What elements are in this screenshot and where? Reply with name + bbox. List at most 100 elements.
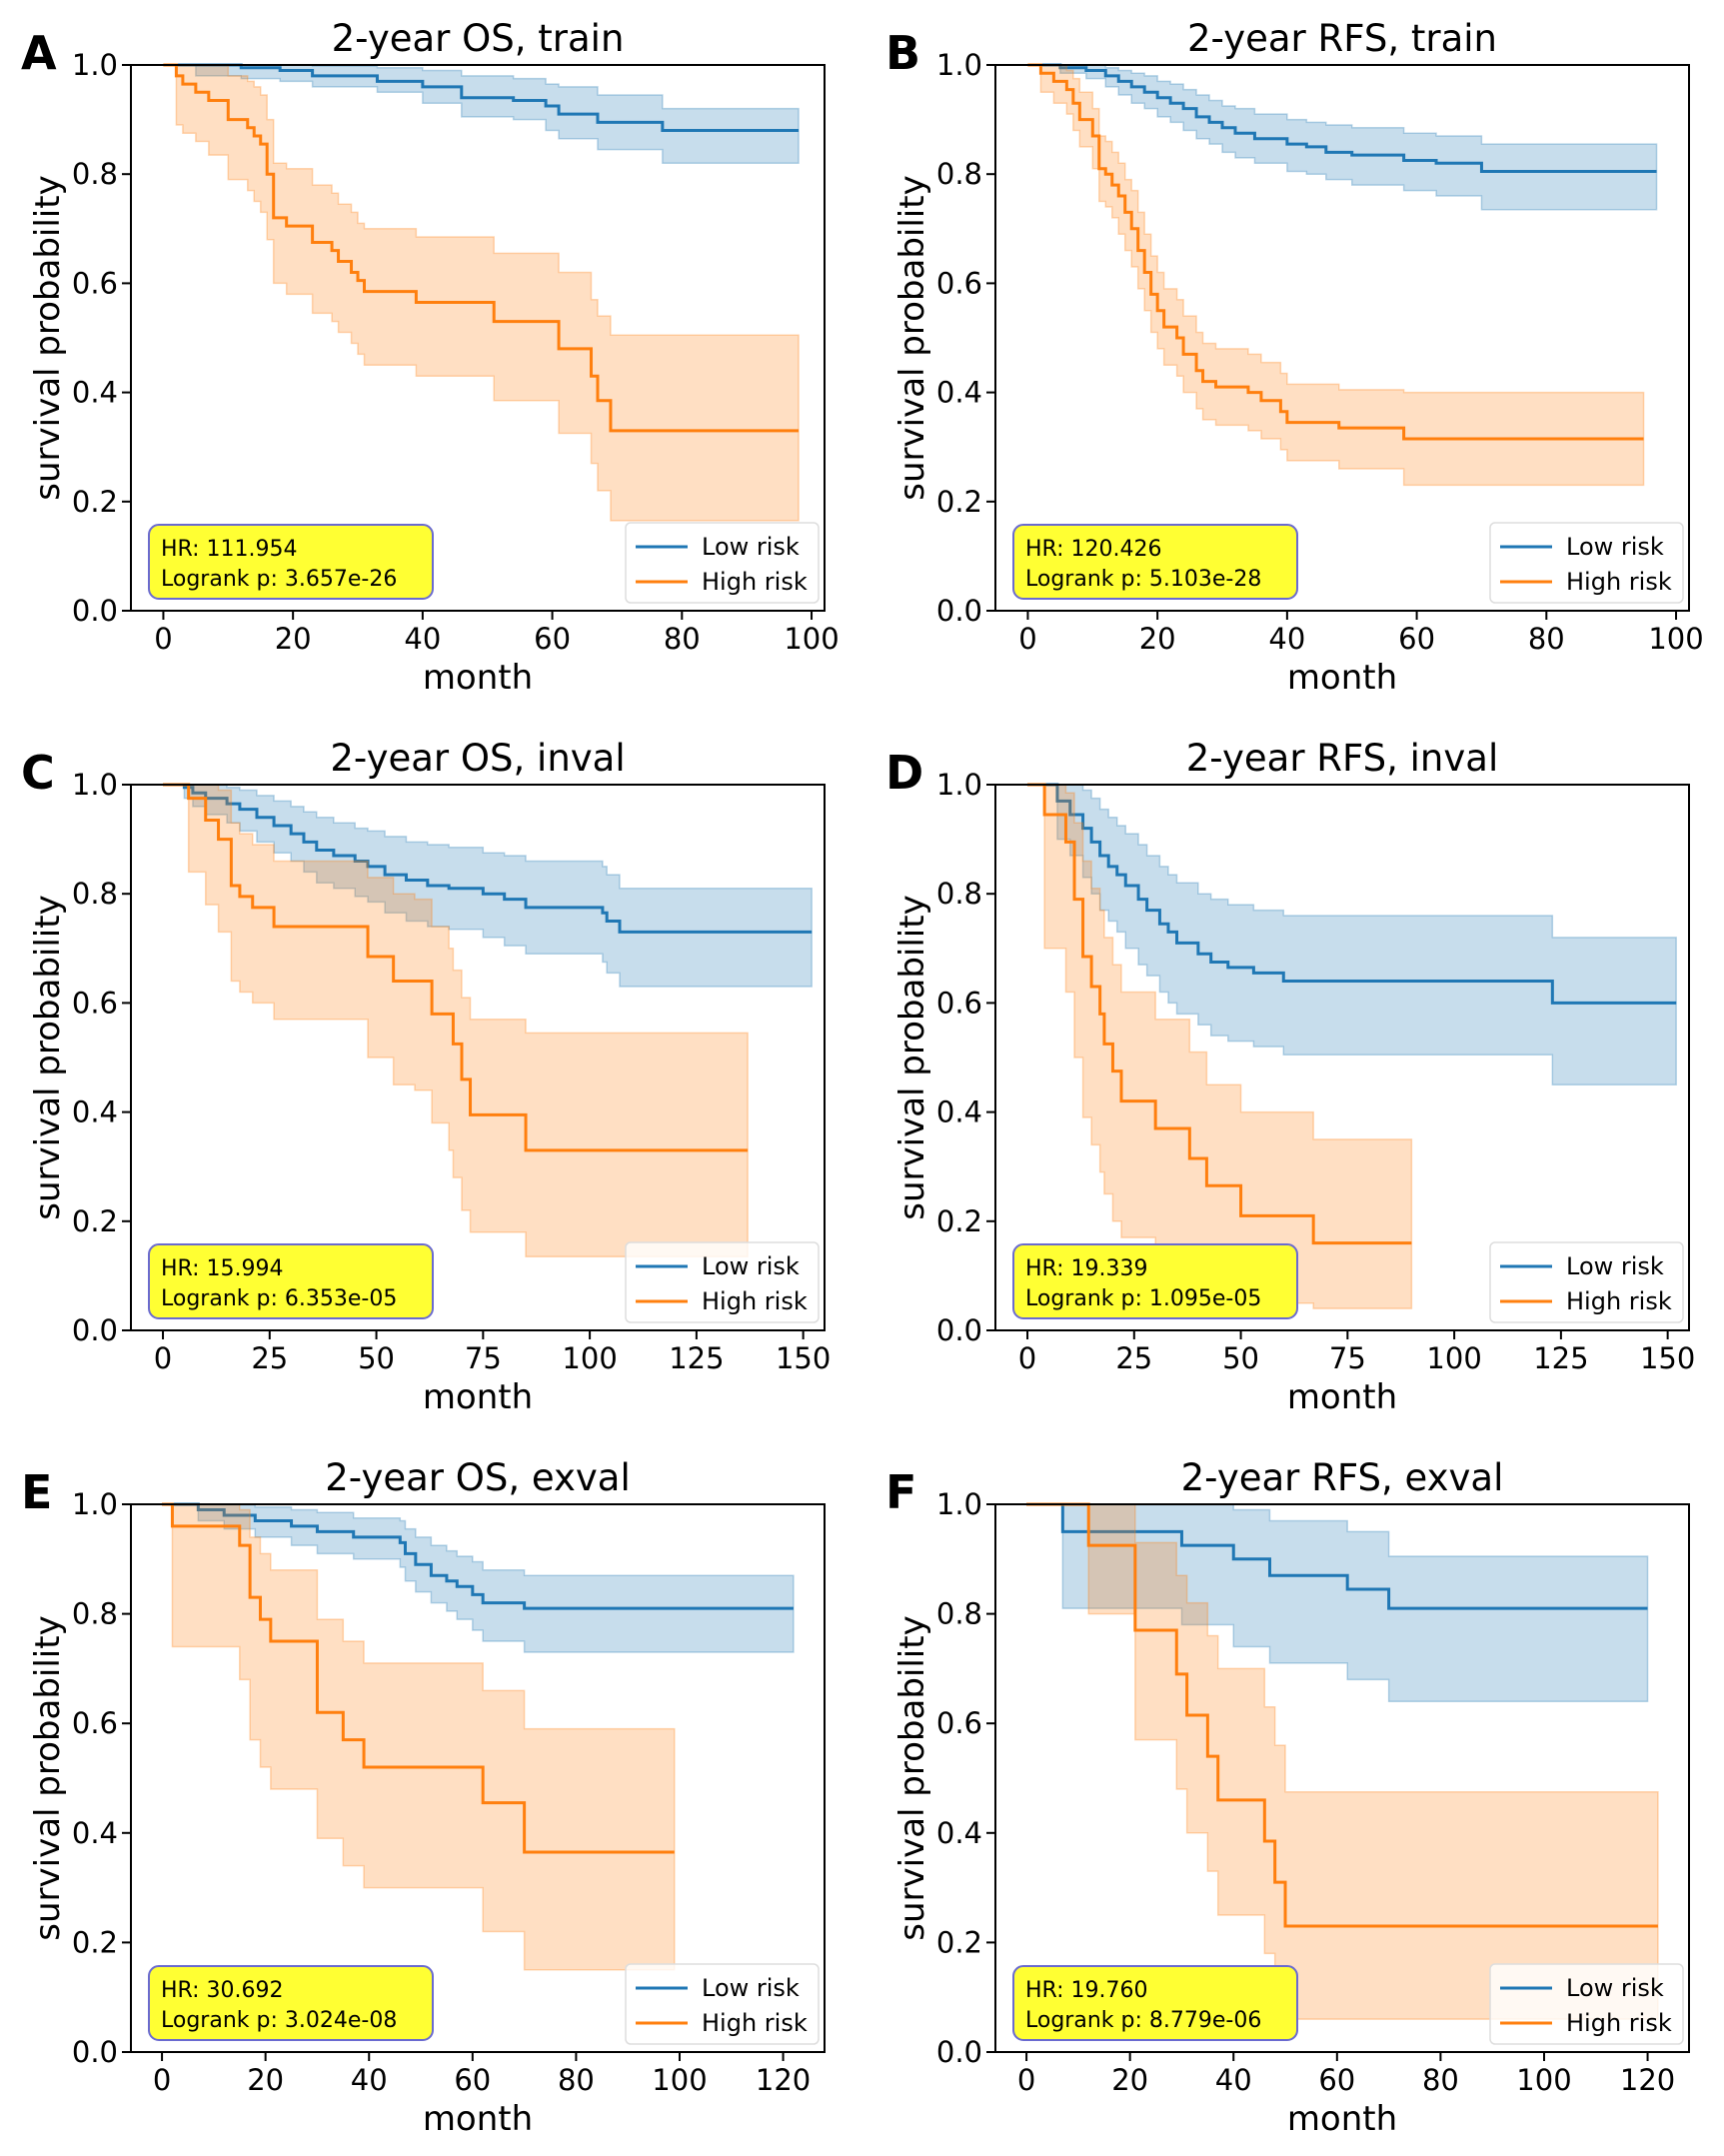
y-tick-label: 0.0 [72, 1313, 118, 1347]
axes-frame [130, 784, 826, 1331]
y-tick-label: 0.8 [936, 1597, 982, 1631]
x-tick-label: 100 [784, 622, 839, 656]
legend-label-high-risk: High risk [702, 1287, 808, 1315]
y-tick-label: 0.6 [936, 1706, 982, 1740]
chart-title: 2-year RFS, train [1187, 17, 1497, 60]
legend-label-high-risk: High risk [702, 568, 808, 596]
y-tick-label: 0.6 [936, 986, 982, 1020]
logrank-p: Logrank p: 3.024e-08 [161, 2008, 397, 2033]
stats-box [148, 1965, 434, 2041]
y-tick-label: 1.0 [72, 1487, 118, 1521]
x-tick-label: 40 [1268, 622, 1305, 656]
legend-label-low-risk: Low risk [1566, 533, 1664, 561]
panel-letter: E [21, 1465, 52, 1519]
stats-box [1012, 1243, 1298, 1319]
y-tick-label: 0.2 [72, 485, 118, 519]
x-tick-label: 100 [562, 1341, 617, 1375]
y-tick-label: 0.2 [936, 485, 982, 519]
x-tick-label: 20 [1139, 622, 1176, 656]
x-tick-label: 60 [1398, 622, 1435, 656]
panel-a: 0 20 40 60 80 100 0.0 0.2 0.4 0.6 0.8 1.0 month survi… [21, 17, 840, 698]
x-tick-label: 100 [1648, 622, 1703, 656]
logrank-p: Logrank p: 8.779e-06 [1025, 2008, 1261, 2033]
y-tick-label: 0.4 [72, 376, 118, 410]
y-tick-label: 0.8 [72, 157, 118, 191]
x-tick-label: 100 [1426, 1341, 1481, 1375]
x-axis-label: month [1287, 2099, 1397, 2139]
y-tick-label: 0.0 [72, 594, 118, 628]
y-axis-label: survival probability [28, 1615, 68, 1940]
x-axis-label: month [423, 2099, 533, 2139]
x-tick-label: 40 [1215, 2063, 1252, 2097]
logrank-p: Logrank p: 1.095e-05 [1025, 1286, 1261, 1311]
x-tick-label: 25 [251, 1341, 288, 1375]
panel-letter: F [885, 1465, 916, 1519]
panel-c: 0 25 50 75 100 125 150 0.0 0.2 0.4 0.6 0.8 1.0 month s… [21, 737, 831, 1417]
x-tick-label: 100 [1516, 2063, 1571, 2097]
x-tick-label: 60 [534, 622, 571, 656]
y-tick-label: 0.8 [72, 877, 118, 911]
axes-frame [994, 1503, 1690, 2053]
x-tick-label: 50 [358, 1341, 395, 1375]
y-tick-label: 0.4 [72, 1095, 118, 1129]
panel-e: 0 20 40 60 80 100 120 0.0 0.2 0.4 0.6 0.8 1.0 month su… [21, 1456, 826, 2139]
x-tick-label: 75 [465, 1341, 502, 1375]
ci-band-low-risk [1027, 64, 1658, 211]
x-tick-label: 40 [351, 2063, 388, 2097]
hazard-ratio: HR: 19.339 [1025, 1256, 1148, 1281]
x-axis-label: month [1287, 1377, 1397, 1417]
km-curve-low-risk [163, 63, 800, 133]
y-tick-label: 0.4 [72, 1816, 118, 1850]
y-tick-label: 0.4 [936, 376, 982, 410]
x-tick-label: 60 [454, 2063, 491, 2097]
legend-label-high-risk: High risk [702, 2009, 808, 2037]
y-axis-label: survival probability [28, 175, 68, 500]
axes-frame [130, 64, 826, 612]
km-curve-high-risk [163, 63, 800, 433]
panel-d: 0 25 50 75 100 125 150 0.0 0.2 0.4 0.6 0.8 1.0 month s… [885, 737, 1695, 1417]
hazard-ratio: HR: 111.954 [161, 537, 298, 562]
x-tick-label: 20 [275, 622, 312, 656]
y-tick-label: 0.8 [936, 877, 982, 911]
x-tick-label: 0 [1018, 622, 1036, 656]
km-curve-high-risk [1027, 783, 1412, 1245]
km-curve-high-risk [163, 783, 749, 1152]
hazard-ratio: HR: 120.426 [1025, 537, 1162, 562]
y-tick-label: 0.6 [72, 1706, 118, 1740]
x-tick-label: 25 [1115, 1341, 1152, 1375]
y-axis-label: survival probability [892, 895, 932, 1219]
hazard-ratio: HR: 30.692 [161, 1978, 284, 2003]
stats-box [1012, 1965, 1298, 2041]
x-tick-label: 50 [1222, 1341, 1259, 1375]
x-tick-label: 0 [153, 2063, 171, 2097]
km-curve-low-risk [162, 1502, 794, 1610]
y-tick-label: 0.2 [936, 1204, 982, 1238]
ci-band-low-risk [1027, 784, 1677, 1086]
chart-title: 2-year RFS, inval [1186, 737, 1498, 780]
stats-box [148, 524, 434, 600]
km-curve-low-risk [1026, 1502, 1648, 1610]
axes-frame [994, 64, 1690, 612]
x-tick-label: 20 [247, 2063, 284, 2097]
y-tick-label: 0.4 [936, 1816, 982, 1850]
x-axis-label: month [1287, 658, 1397, 698]
x-tick-label: 80 [664, 622, 701, 656]
km-curve-high-risk [1026, 1502, 1658, 1928]
y-tick-label: 1.0 [936, 768, 982, 802]
x-axis-label: month [423, 1377, 533, 1417]
y-tick-label: 0.2 [72, 1204, 118, 1238]
y-tick-label: 0.0 [72, 2035, 118, 2069]
chart-title: 2-year OS, exval [325, 1456, 631, 1499]
x-axis-label: month [423, 658, 533, 698]
y-tick-label: 0.6 [936, 266, 982, 300]
x-tick-label: 150 [1640, 1341, 1695, 1375]
logrank-p: Logrank p: 5.103e-28 [1025, 567, 1261, 592]
hazard-ratio: HR: 19.760 [1025, 1978, 1148, 2003]
stats-box [148, 1243, 434, 1319]
legend-label-low-risk: Low risk [702, 1974, 800, 2002]
panel-f: 0 20 40 60 80 100 120 0.0 0.2 0.4 0.6 0.8 1.0 month su… [885, 1456, 1690, 2139]
y-tick-label: 0.0 [936, 2035, 982, 2069]
panel-letter: B [885, 26, 920, 80]
x-tick-label: 0 [1018, 1341, 1036, 1375]
y-tick-label: 1.0 [936, 1487, 982, 1521]
